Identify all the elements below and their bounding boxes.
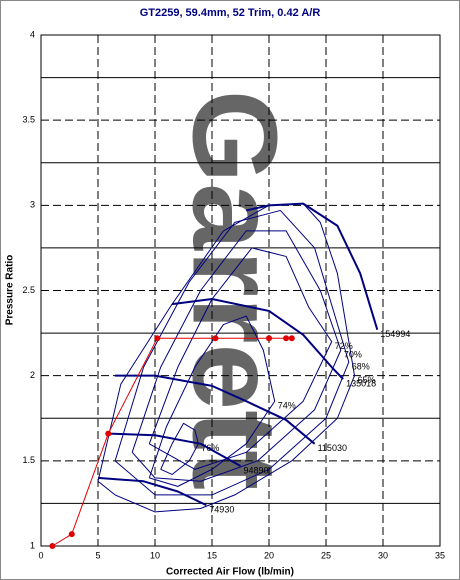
data-point [68, 531, 75, 538]
y-tick-label: 2 [30, 370, 35, 380]
y-tick-label: 2.5 [22, 285, 35, 295]
series-label: 70% [344, 349, 362, 359]
data-point [288, 335, 295, 342]
series-label: 68% [352, 361, 370, 371]
x-tick-label: 10 [150, 550, 160, 560]
series-line [148, 247, 333, 470]
x-tick-label: 35 [435, 550, 445, 560]
x-tick-label: 20 [264, 550, 274, 560]
y-tick-label: 3.5 [22, 115, 35, 125]
data-point [105, 430, 112, 437]
series-line [114, 209, 350, 496]
series-line [109, 432, 241, 467]
series-label: 94890 [244, 465, 269, 475]
x-tick-label: 30 [378, 550, 388, 560]
series-line [97, 203, 355, 513]
data-point [212, 335, 219, 342]
y-axis-label: Pressure Ratio [5, 255, 16, 326]
y-tick-label: 1 [30, 540, 35, 550]
series-line [115, 374, 316, 445]
series-label: 74% [278, 401, 296, 411]
x-tick-label: 15 [207, 550, 217, 560]
series-label: 74930 [209, 504, 234, 514]
data-point [49, 543, 56, 549]
series-line [97, 476, 207, 507]
data-point [283, 335, 290, 342]
y-tick-label: 3 [30, 200, 35, 210]
series-label: 135018 [346, 378, 376, 388]
data-point [266, 335, 272, 342]
series-label: 65% [358, 375, 376, 385]
series-line [131, 230, 342, 482]
series-line [245, 202, 379, 330]
series-label: 154994 [380, 329, 410, 339]
x-tick-label: 5 [95, 550, 100, 560]
series-line [171, 298, 344, 380]
plot-border [40, 34, 441, 547]
series-label: 72% [335, 341, 353, 351]
y-tick-label: 4 [30, 29, 35, 39]
y-tick-label: 1.5 [22, 455, 35, 465]
x-tick-label: 0 [38, 550, 43, 560]
series-line [160, 422, 199, 475]
data-point [154, 335, 161, 342]
chart-title: GT2259, 59.4mm, 52 Trim, 0.42 A/R [140, 7, 321, 19]
series-line [148, 315, 276, 487]
x-tick-label: 25 [321, 550, 331, 560]
series-label: 115030 [318, 443, 347, 453]
x-axis-label: Corrected Air Flow (lb/min) [166, 567, 294, 578]
